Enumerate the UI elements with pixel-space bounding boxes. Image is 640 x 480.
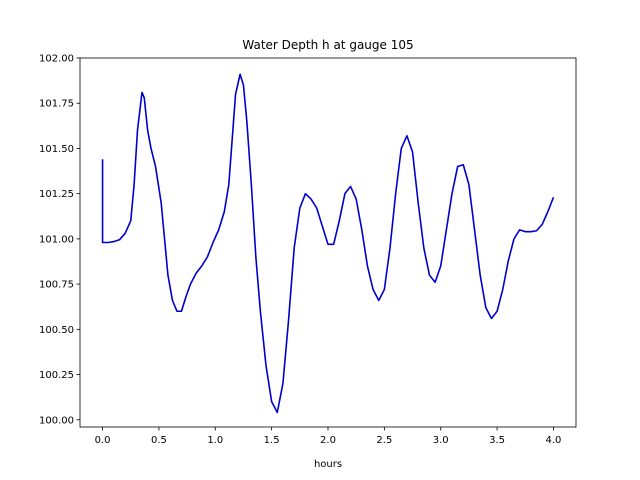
x-tick-label: 0.5 xyxy=(151,435,167,446)
x-axis: 0.0 0.5 1.0 1.5 2.0 2.5 3.0 3.5 4.0 xyxy=(95,427,562,446)
x-tick-label: 1.5 xyxy=(264,435,280,446)
y-tick-label: 100.75 xyxy=(39,280,74,291)
y-tick-label: 100.00 xyxy=(39,415,74,426)
y-axis: 100.00 100.25 100.50 100.75 101.00 101.25 101.… xyxy=(39,54,80,426)
series-line xyxy=(101,73,555,414)
chart-title: Water Depth h at gauge 105 xyxy=(242,38,413,52)
x-tick-label: 1.0 xyxy=(207,435,223,446)
x-tick-label: 3.5 xyxy=(489,435,505,446)
x-tick-label: 0.0 xyxy=(95,435,111,446)
y-tick-label: 101.25 xyxy=(39,189,74,200)
x-tick-label: 4.0 xyxy=(546,435,562,446)
x-axis-label: hours xyxy=(314,459,342,470)
x-tick-label: 3.0 xyxy=(433,435,449,446)
y-tick-label: 102.00 xyxy=(39,54,74,65)
plot-frame xyxy=(79,57,577,428)
plot-area xyxy=(101,73,555,414)
y-tick-label: 100.25 xyxy=(39,370,74,381)
x-tick-label: 2.0 xyxy=(320,435,336,446)
x-tick-label: 2.5 xyxy=(376,435,392,446)
y-tick-label: 101.50 xyxy=(39,144,74,155)
y-tick-label: 101.00 xyxy=(39,234,74,245)
y-tick-label: 101.75 xyxy=(39,99,74,110)
y-tick-label: 100.50 xyxy=(39,325,74,336)
